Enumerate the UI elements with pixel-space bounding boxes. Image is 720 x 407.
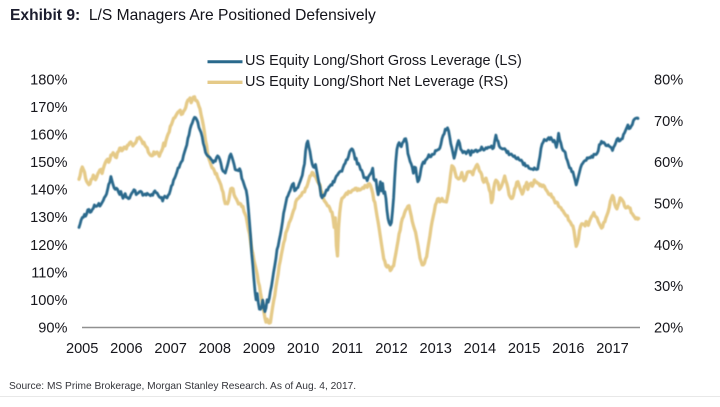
svg-text:2005: 2005 — [66, 341, 98, 357]
svg-text:2006: 2006 — [110, 341, 142, 357]
svg-text:2011: 2011 — [332, 341, 363, 357]
svg-text:2008: 2008 — [199, 341, 231, 357]
svg-text:40%: 40% — [654, 238, 683, 254]
svg-text:60%: 60% — [654, 155, 683, 171]
svg-text:2016: 2016 — [552, 341, 584, 357]
svg-text:2012: 2012 — [375, 341, 407, 357]
svg-text:140%: 140% — [30, 183, 67, 199]
svg-text:150%: 150% — [30, 155, 67, 171]
svg-text:90%: 90% — [38, 321, 67, 337]
svg-text:100%: 100% — [30, 293, 67, 309]
svg-text:170%: 170% — [30, 100, 67, 116]
svg-text:50%: 50% — [654, 197, 683, 213]
svg-text:20%: 20% — [654, 321, 683, 337]
svg-text:130%: 130% — [30, 210, 67, 226]
svg-text:2010: 2010 — [287, 341, 319, 357]
svg-text:110%: 110% — [31, 265, 67, 281]
svg-text:2013: 2013 — [419, 341, 451, 357]
svg-text:2017: 2017 — [596, 341, 628, 357]
svg-text:120%: 120% — [30, 238, 67, 254]
svg-text:2009: 2009 — [243, 341, 275, 357]
svg-text:30%: 30% — [654, 279, 683, 295]
svg-text:2015: 2015 — [508, 341, 540, 357]
svg-text:80%: 80% — [654, 73, 683, 89]
svg-text:180%: 180% — [30, 72, 67, 88]
svg-text:160%: 160% — [30, 128, 67, 144]
svg-text:70%: 70% — [654, 114, 683, 130]
svg-text:2014: 2014 — [464, 341, 496, 357]
svg-text:2007: 2007 — [154, 341, 186, 357]
